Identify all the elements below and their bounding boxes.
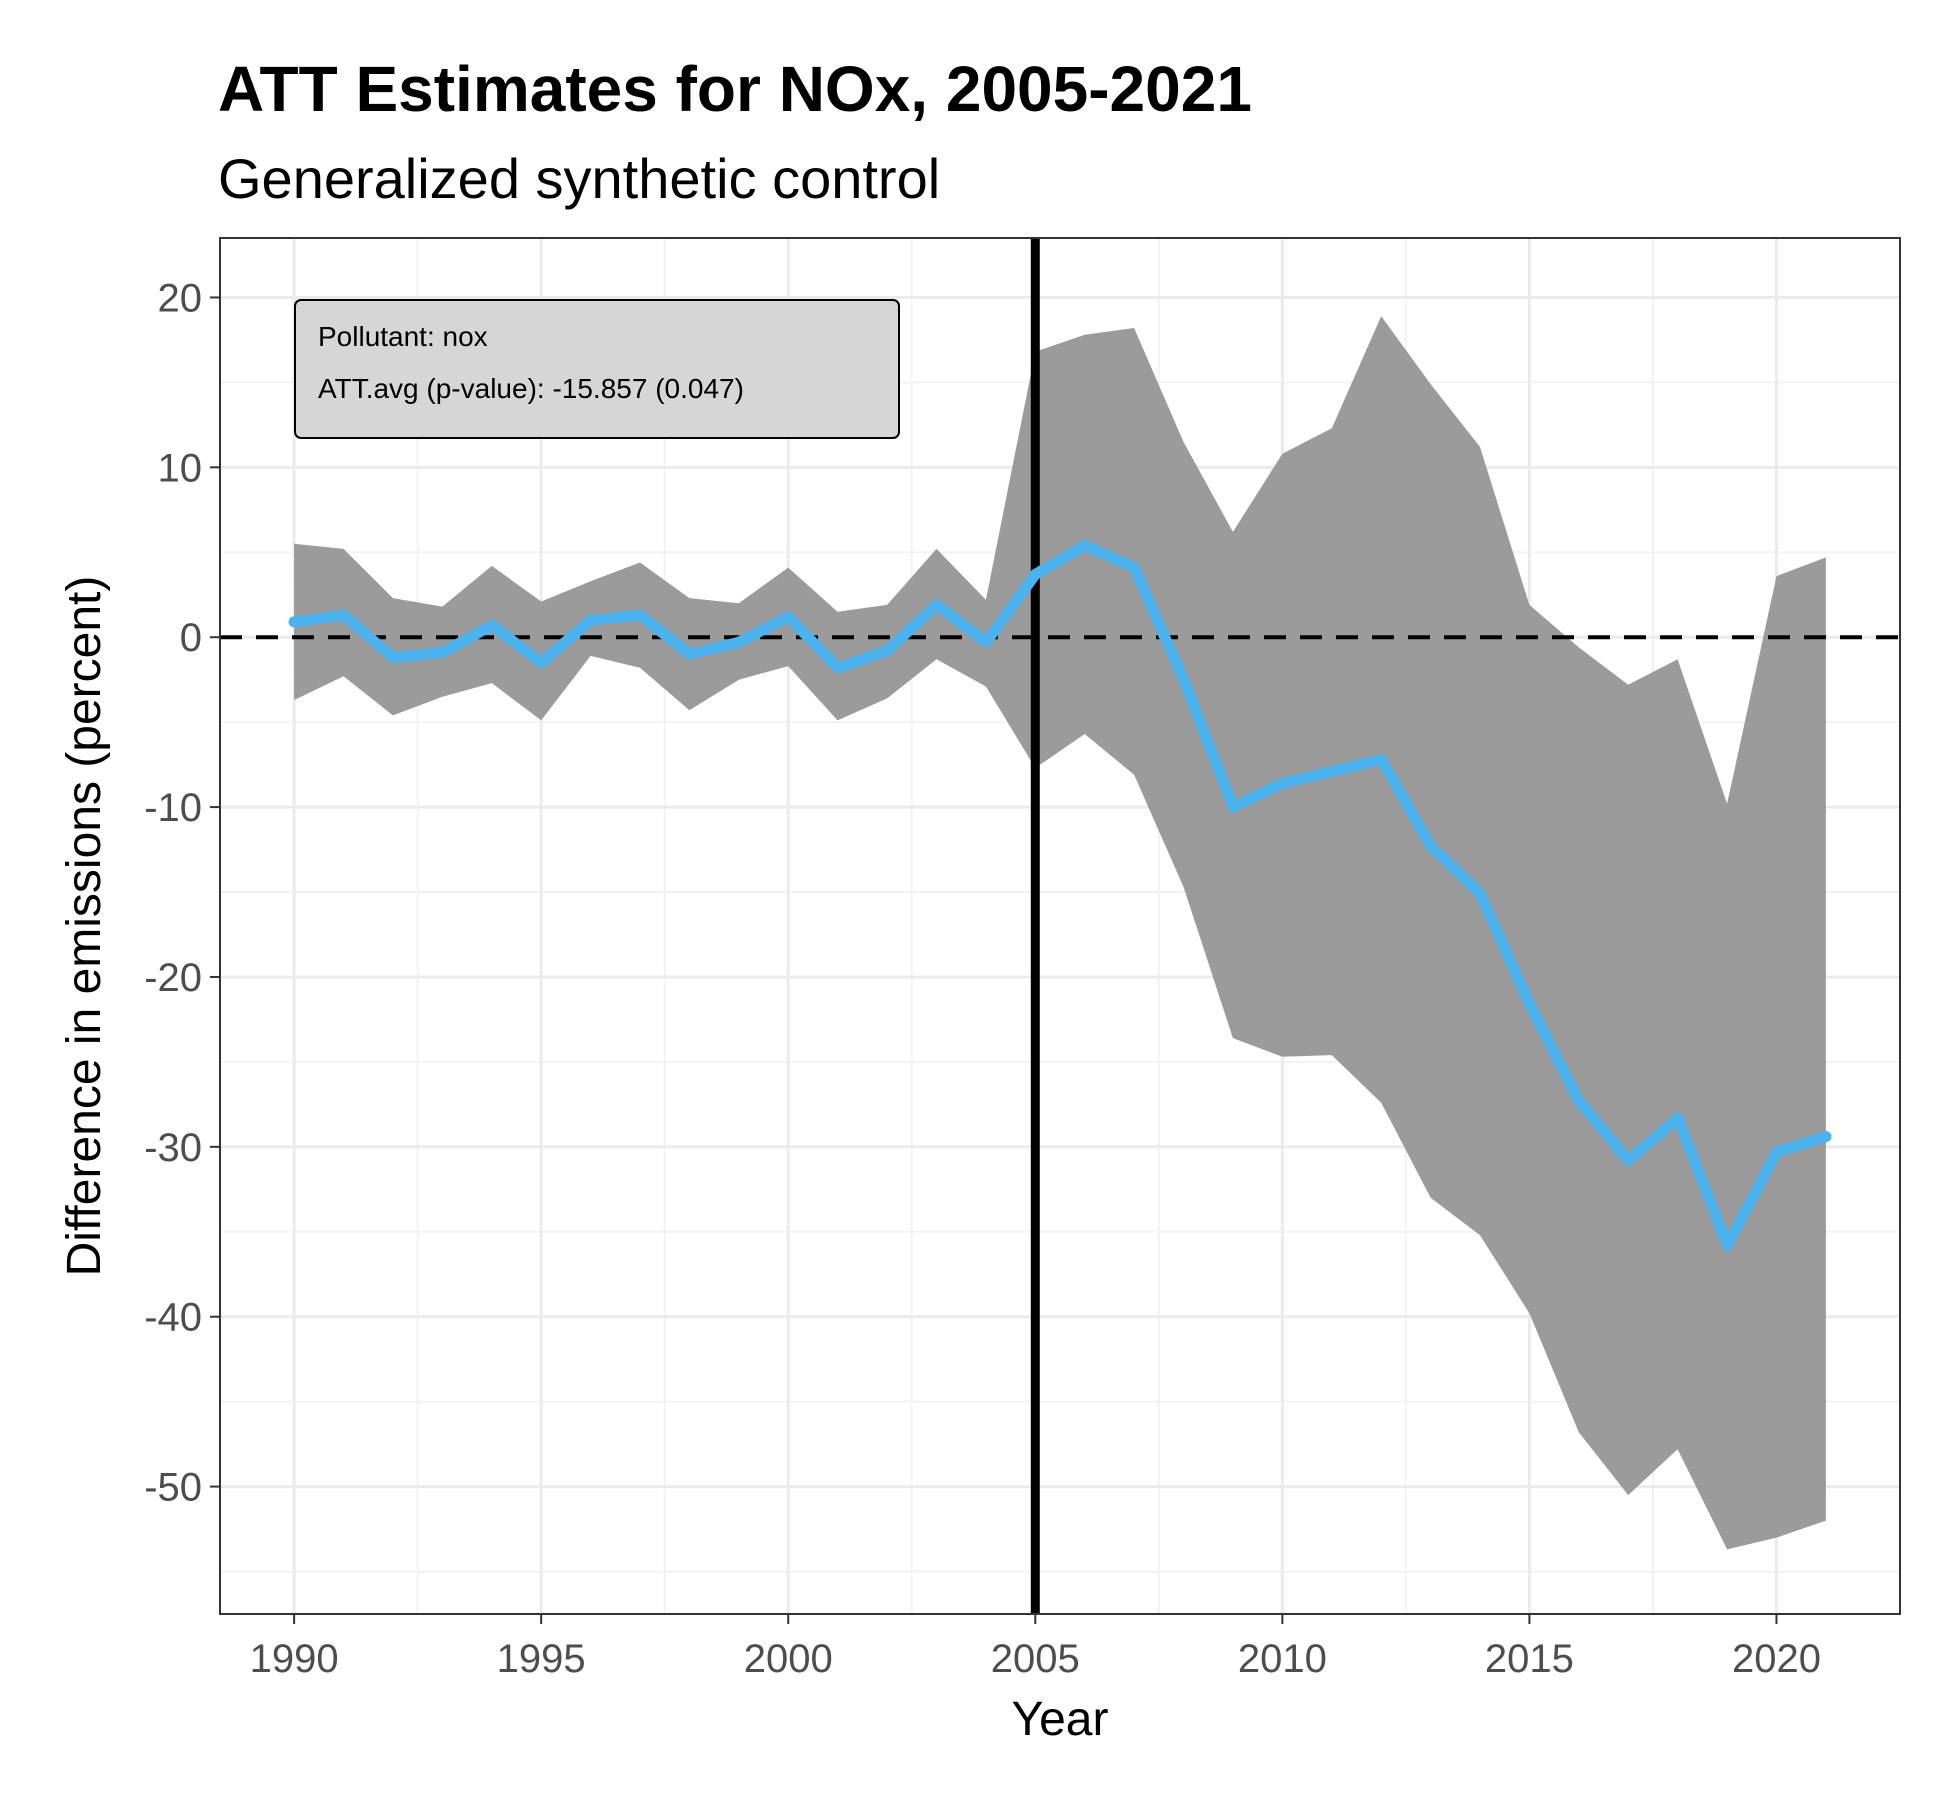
att-point-1994 [486, 619, 498, 631]
att-point-2003 [930, 599, 942, 611]
y-tick-label: 10 [158, 446, 203, 490]
y-tick-label: 20 [158, 276, 203, 320]
att-point-2013 [1425, 840, 1437, 852]
att-point-1991 [338, 609, 350, 621]
annotation-box: Pollutant: nox ATT.avg (p-value): -15.85… [294, 299, 900, 439]
y-tick-label: -50 [144, 1466, 202, 1510]
x-axis-ticks: 1990 1995 2000 2005 2010 2015 2020 [250, 1614, 1821, 1681]
x-tick-label: 2005 [991, 1637, 1080, 1681]
att-point-2016 [1573, 1095, 1585, 1107]
att-point-2017 [1622, 1154, 1634, 1166]
att-point-2005 [1029, 568, 1041, 580]
x-tick-label: 1995 [497, 1637, 586, 1681]
att-point-1996 [585, 614, 597, 626]
att-points [288, 539, 1832, 1251]
x-tick-label: 1990 [250, 1637, 339, 1681]
att-point-2006 [1079, 539, 1091, 551]
annotation-background [294, 299, 900, 439]
att-point-2014 [1474, 888, 1486, 900]
confidence-band [294, 316, 1826, 1550]
att-point-2002 [881, 645, 893, 657]
att-point-2018 [1672, 1112, 1684, 1124]
att-point-2001 [832, 662, 844, 674]
att-point-1999 [733, 636, 745, 648]
att-point-1995 [535, 657, 547, 669]
att-point-2004 [980, 636, 992, 648]
att-point-1990 [288, 616, 300, 628]
att-point-2020 [1770, 1146, 1782, 1158]
att-point-2000 [782, 611, 794, 623]
att-point-2010 [1276, 777, 1288, 789]
att-point-2015 [1523, 998, 1535, 1010]
att-point-1997 [634, 609, 646, 621]
chart-title: ATT Estimates for NOx, 2005-2021 [218, 53, 1252, 125]
x-tick-label: 2000 [744, 1637, 833, 1681]
y-tick-label: 0 [180, 616, 202, 660]
att-point-2012 [1375, 754, 1387, 766]
y-tick-label: -10 [144, 786, 202, 830]
chart-subtitle: Generalized synthetic control [218, 147, 941, 210]
att-point-2019 [1721, 1239, 1733, 1251]
att-point-1998 [683, 648, 695, 660]
x-tick-label: 2015 [1485, 1637, 1574, 1681]
y-tick-label: -20 [144, 956, 202, 1000]
att-point-2021 [1820, 1131, 1832, 1143]
y-axis-ticks: 20 10 0 -10 -20 -30 -40 -50 [144, 276, 220, 1510]
att-series-line [288, 540, 1832, 1251]
annotation-pollutant: Pollutant: nox [318, 321, 488, 352]
annotation-att-avg: ATT.avg (p-value): -15.857 (0.047) [318, 373, 744, 404]
plot-panel-border [219, 237, 1901, 1615]
att-point-2011 [1326, 765, 1338, 777]
x-axis-title: Year [1012, 1693, 1109, 1746]
att-point-2007 [1128, 562, 1140, 574]
x-tick-label: 2010 [1238, 1637, 1327, 1681]
att-point-1993 [436, 646, 448, 658]
att-point-1992 [387, 652, 399, 664]
y-tick-label: -40 [144, 1296, 202, 1340]
att-point-2009 [1227, 801, 1239, 813]
y-axis-title: Difference in emissions (percent) [58, 576, 111, 1277]
y-tick-label: -30 [144, 1126, 202, 1170]
x-tick-label: 2020 [1732, 1637, 1821, 1681]
att-point-2008 [1178, 674, 1190, 686]
